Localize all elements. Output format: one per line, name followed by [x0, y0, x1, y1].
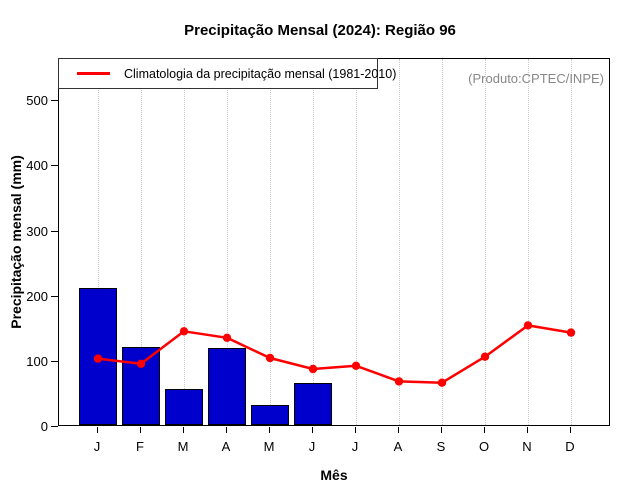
x-axis-month-label-9: S	[436, 439, 446, 454]
x-axis-month-label-5: M	[263, 439, 275, 454]
x-axis-tick-mark-9	[441, 427, 442, 433]
gridline-month-9	[442, 59, 443, 425]
climatology-point-month-8	[394, 377, 404, 386]
y-axis-title: Precipitação mensal (mm)	[8, 155, 24, 329]
climatology-point-month-9	[437, 378, 447, 387]
climatology-point-month-2	[136, 359, 146, 368]
gridline-month-7	[356, 59, 357, 425]
climatology-point-month-11	[523, 321, 533, 330]
y-axis-tick-label-0: 0	[40, 419, 48, 434]
y-axis-tick-mark-300	[51, 230, 58, 232]
bar-month-6	[294, 382, 332, 425]
x-axis-tick-mark-6	[312, 427, 313, 433]
y-axis-tick-label-300: 300	[26, 223, 48, 239]
y-axis-tick-mark-100	[51, 360, 58, 362]
legend: Climatologia da precipitação mensal (198…	[58, 58, 396, 89]
x-axis-month-label-1: J	[93, 439, 101, 454]
climatology-line	[97, 324, 572, 384]
y-axis-tick-mark-0	[51, 426, 58, 427]
climatology-point-month-5	[265, 353, 275, 363]
gridline-month-11	[528, 59, 529, 425]
x-axis-tick-mark-7	[355, 427, 356, 433]
x-axis-tick-mark-10	[484, 427, 485, 433]
climatology-point-month-10	[480, 352, 490, 361]
x-axis-tick-mark-11	[527, 427, 528, 433]
x-axis-tick-mark-5	[269, 427, 270, 433]
x-axis-month-label-4: A	[221, 439, 231, 454]
y-axis-tick-mark-400	[51, 165, 58, 167]
x-axis-month-label-10: O	[478, 439, 490, 454]
bar-month-3	[165, 388, 203, 425]
gridline-month-12	[571, 59, 572, 425]
bar-month-4	[208, 348, 246, 425]
gridline-month-5	[270, 59, 271, 425]
climatology-point-month-4	[222, 333, 232, 342]
climatology-point-month-12	[566, 328, 576, 337]
y-axis-tick-label-100: 100	[26, 353, 48, 369]
x-axis-month-label-6: J	[308, 439, 316, 454]
x-axis-month-label-8: A	[393, 439, 403, 454]
gridline-month-3	[184, 59, 185, 425]
x-axis-month-label-2: F	[136, 439, 144, 454]
y-axis-tick-label-500: 500	[26, 93, 48, 109]
x-axis-tick-mark-12	[570, 427, 571, 433]
bar-month-5	[251, 404, 289, 425]
gridline-month-10	[485, 59, 486, 425]
plot-area: (Produto:CPTEC/INPE)	[58, 58, 610, 426]
gridline-month-8	[399, 59, 400, 425]
gridline-month-1	[98, 59, 99, 425]
x-axis-tick-mark-8	[398, 427, 399, 433]
x-axis-tick-mark-4	[226, 427, 227, 433]
red-line-icon	[77, 72, 110, 75]
gridline-month-4	[227, 59, 228, 425]
climatology-point-month-3	[179, 327, 189, 336]
y-axis-tick-mark-200	[51, 295, 58, 297]
x-axis-tick-mark-2	[140, 427, 141, 433]
y-axis-tick-label-400: 400	[26, 158, 48, 174]
x-axis-month-label-7: J	[351, 439, 359, 454]
gridline-month-2	[141, 59, 142, 425]
gridline-month-6	[313, 59, 314, 425]
climatology-point-month-6	[308, 364, 318, 374]
x-axis-month-label-12: D	[565, 439, 575, 454]
x-axis-month-label-3: M	[177, 439, 189, 454]
climatology-point-month-1	[93, 354, 103, 363]
chart-title: Precipitação Mensal (2024): Região 96	[184, 22, 456, 39]
x-axis-tick-mark-3	[183, 427, 184, 433]
y-axis-tick-label-200: 200	[26, 288, 48, 304]
climatology-point-month-7	[351, 361, 361, 370]
y-axis-tick-mark-500	[51, 100, 58, 102]
producer-annotation: (Produto:CPTEC/INPE)	[468, 71, 604, 86]
x-axis-title: Mês	[320, 467, 348, 483]
x-axis-month-label-11: N	[522, 439, 532, 454]
legend-label: Climatologia da precipitação mensal (198…	[124, 66, 397, 81]
climatology-line-layer	[93, 321, 576, 387]
x-axis-tick-mark-1	[97, 427, 98, 433]
